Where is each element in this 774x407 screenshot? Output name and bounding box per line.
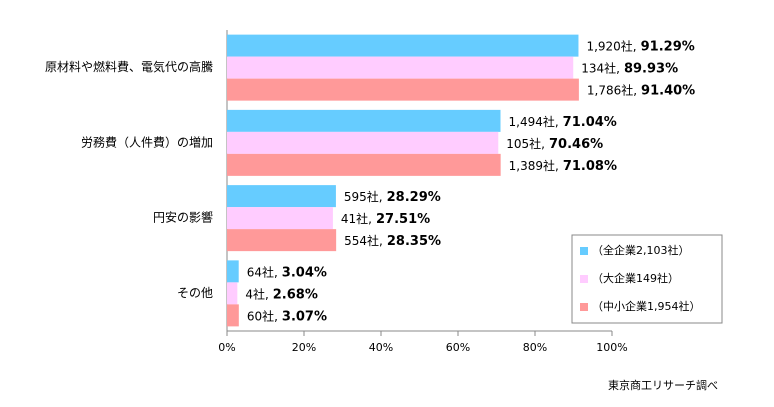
value-label: 41社, 27.51%: [341, 211, 430, 227]
count-label: 134社,: [581, 60, 620, 75]
count-label: 595社,: [344, 189, 383, 204]
legend-swatch: [580, 303, 588, 311]
x-tick-label: 60%: [446, 341, 470, 354]
category-label: 労務費（人件費）の増加: [81, 134, 213, 149]
x-tick-label: 0%: [218, 341, 235, 354]
legend-swatch: [580, 275, 588, 283]
value-label: 105社, 70.46%: [506, 135, 603, 151]
bar: [227, 304, 239, 327]
bar: [227, 153, 501, 176]
count-label: 4社,: [245, 286, 268, 301]
bar: [227, 56, 574, 79]
percent-label: 91.29%: [641, 39, 695, 54]
bar: [227, 207, 333, 230]
x-tick-label: 20%: [292, 341, 316, 354]
x-tick-label: 80%: [523, 341, 547, 354]
legend-label: （全企業2,103社）: [592, 243, 690, 257]
count-label: 105社,: [506, 135, 545, 150]
percent-label: 28.29%: [387, 190, 441, 205]
legend-swatch: [580, 247, 588, 255]
source-note: 東京商工リサーチ調べ: [608, 378, 718, 392]
value-label: 1,920社, 91.29%: [586, 38, 694, 54]
category-label: 円安の影響: [153, 210, 213, 225]
x-tick-label: 100%: [596, 341, 627, 354]
legend-label: （中小企業1,954社）: [592, 299, 701, 313]
count-label: 64社,: [247, 264, 278, 279]
value-label: 64社, 3.04%: [247, 264, 327, 280]
count-label: 1,494社,: [509, 113, 559, 128]
percent-label: 71.08%: [563, 158, 617, 173]
percent-label: 27.51%: [376, 212, 430, 227]
bar: [227, 282, 238, 305]
percent-label: 70.46%: [549, 136, 603, 151]
value-label: 4社, 2.68%: [245, 286, 318, 302]
value-label: 134社, 89.93%: [581, 60, 678, 76]
bar: [227, 260, 239, 283]
bar: [227, 34, 579, 57]
count-label: 1,786社,: [587, 82, 637, 97]
category-label: 原材料や燃料費、電気代の高騰: [45, 59, 213, 74]
legend-label: （大企業149社）: [592, 271, 679, 285]
value-label: 554社, 28.35%: [344, 233, 441, 249]
x-tick-label: 40%: [369, 341, 393, 354]
bar: [227, 109, 501, 132]
bar: [227, 229, 337, 252]
value-label: 595社, 28.29%: [344, 189, 441, 205]
bar: [227, 78, 579, 101]
count-label: 1,389社,: [509, 157, 559, 172]
count-label: 41社,: [341, 211, 372, 226]
percent-label: 28.35%: [387, 234, 441, 249]
category-label: その他: [177, 286, 213, 300]
percent-label: 3.04%: [282, 265, 327, 280]
count-label: 554社,: [344, 233, 383, 248]
percent-label: 2.68%: [273, 287, 318, 302]
bar: [227, 185, 336, 208]
percent-label: 91.40%: [641, 83, 695, 98]
value-label: 1,389社, 71.08%: [509, 157, 617, 173]
legend-box: [571, 234, 723, 324]
value-label: 1,786社, 91.40%: [587, 82, 695, 98]
count-label: 1,920社,: [586, 38, 636, 53]
percent-label: 3.07%: [282, 309, 327, 324]
value-label: 60社, 3.07%: [247, 308, 327, 324]
count-label: 60社,: [247, 308, 278, 323]
percent-label: 71.04%: [563, 114, 617, 129]
bar: [227, 131, 499, 154]
value-label: 1,494社, 71.04%: [509, 113, 617, 129]
percent-label: 89.93%: [624, 61, 678, 76]
